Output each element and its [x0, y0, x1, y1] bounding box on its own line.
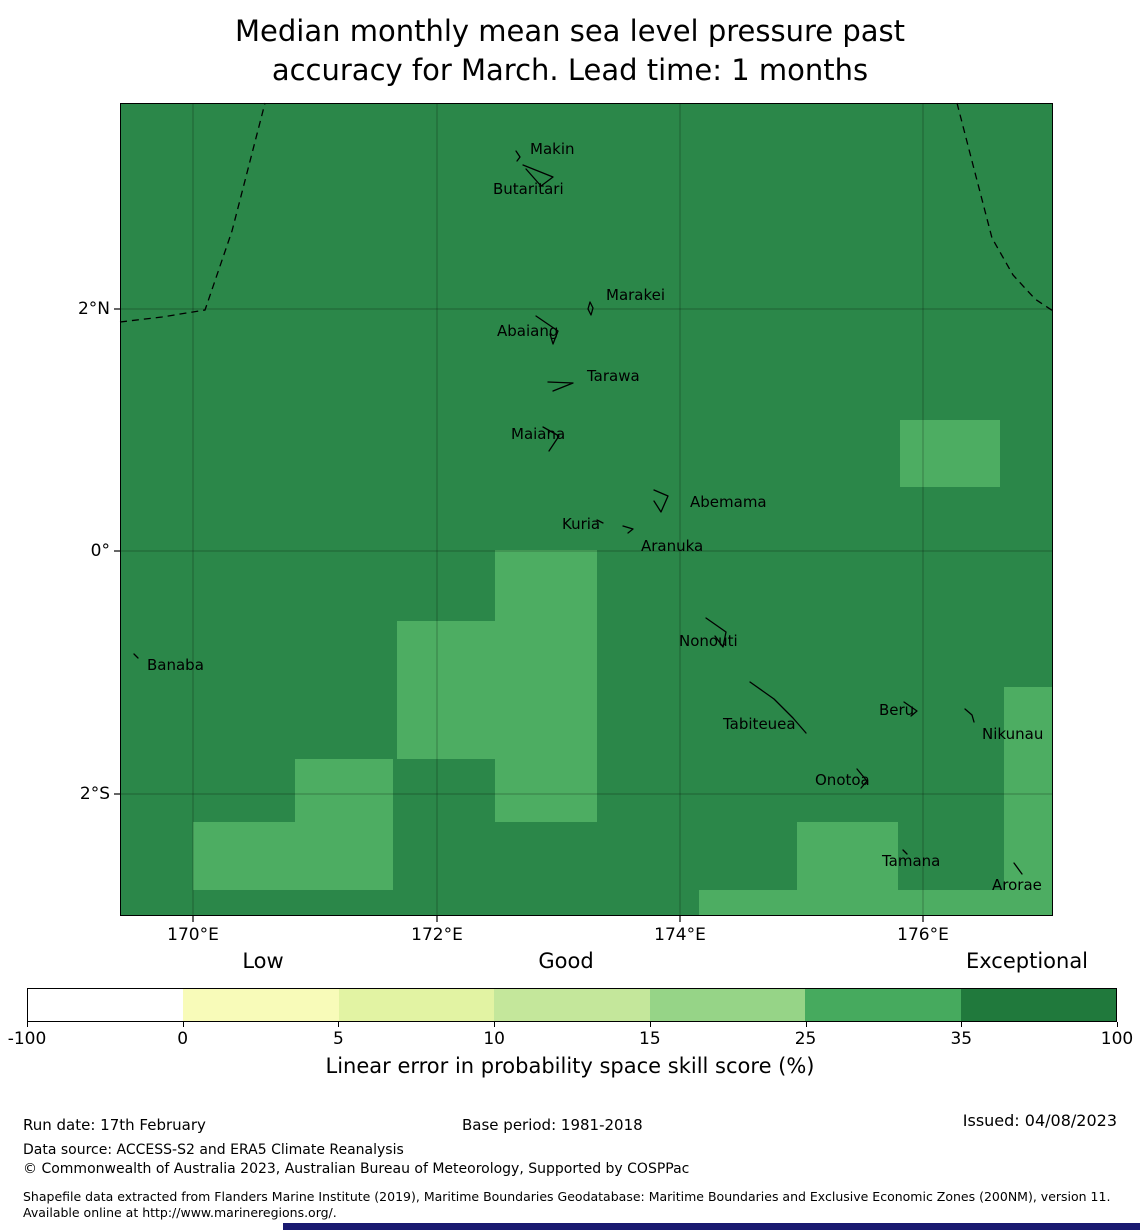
skill-score-patch [295, 759, 393, 822]
y-tick-label: 0° [90, 541, 110, 561]
island-shape-tamana [902, 849, 908, 855]
island-shape-nonouti [705, 617, 727, 648]
island-shape-abemama [653, 489, 669, 513]
island-label-nonouti: Nonouti [679, 632, 738, 650]
island-label-arorae: Arorae [992, 876, 1042, 894]
colorbar-tick-label: 5 [333, 1029, 344, 1049]
colorbar-segment [183, 989, 339, 1021]
legend-label-good: Good [538, 949, 594, 973]
colorbar-tickmark [27, 1022, 28, 1027]
island-shape-butaritari [522, 164, 554, 187]
island-shape-arorae [1013, 862, 1023, 875]
island-label-nikunau: Nikunau [982, 725, 1043, 743]
legend-label-low: Low [242, 949, 284, 973]
island-shape-aranuka [622, 525, 634, 534]
y-tick-label: 2°S [79, 784, 110, 804]
island-label-maiana: Maiana [511, 425, 565, 443]
eez-boundary-line [119, 102, 266, 323]
legend-label-exceptional: Exceptional [965, 949, 1089, 973]
island-shape-kuria [596, 519, 604, 524]
colorbar-tick-label: 10 [483, 1029, 505, 1049]
chart-title-line-2: accuracy for March. Lead time: 1 months [271, 53, 869, 87]
colorbar-tickmark [805, 1022, 807, 1027]
island-label-aranuka: Aranuka [641, 537, 703, 555]
map-border [120, 103, 1053, 916]
island-label-makin: Makin [530, 140, 575, 158]
island-label-beru: Beru [879, 701, 914, 719]
island-shape-tabiteuea [749, 681, 807, 734]
issued-date-text: Issued: 04/08/2023 [962, 1111, 1117, 1130]
colorbar-segment [649, 989, 806, 1021]
island-label-abemama: Abemama [690, 493, 767, 511]
island-label-kuria: Kuria [562, 515, 600, 533]
island-shape-tarawa [547, 381, 574, 392]
island-shape-nikunau [964, 708, 975, 723]
colorbar-segment [338, 989, 495, 1021]
island-shape-abaiang [535, 315, 559, 345]
shapefile-attribution-text: Shapefile data extracted from Flanders M… [23, 1189, 1111, 1220]
colorbar-segment [805, 989, 961, 1021]
map-plot: Makin Butaritari Marakei Abaiang Tarawa Maian… [78, 102, 1054, 945]
colorbar-label: Linear error in probability space skill … [325, 1054, 815, 1078]
island-shape-banaba [133, 653, 139, 659]
x-tick-label: 174°E [654, 925, 706, 945]
skill-score-patch [495, 759, 597, 822]
skill-score-patch [495, 550, 597, 621]
island-label-abaiang: Abaiang [497, 322, 558, 340]
skill-score-patch [797, 822, 898, 890]
base-period-text: Base period: 1981-2018 [462, 1116, 643, 1134]
island-shape-marakei [587, 301, 594, 316]
y-tick-label: 2°N [77, 299, 110, 319]
colorbar-tickmark [1117, 1022, 1118, 1027]
data-source-text: Data source: ACCESS-S2 and ERA5 Climate … [23, 1142, 404, 1158]
bottom-accent-bar [283, 1223, 1140, 1230]
chart-title-line-1: Median monthly mean sea level pressure p… [235, 14, 905, 48]
colorbar-tickmark [182, 1022, 184, 1027]
colorbar [27, 988, 1117, 1022]
island-label-marakei: Marakei [606, 286, 665, 304]
skill-score-patch [193, 822, 393, 890]
colorbar-tick-label: 35 [950, 1029, 973, 1049]
island-label-tarawa: Tarawa [586, 367, 640, 385]
colorbar-tickmark [494, 1022, 496, 1027]
island-label-onotoa: Onotoa [815, 771, 870, 789]
colorbar-segment [960, 989, 1116, 1021]
map-canvas: Makin Butaritari Marakei Abaiang Tarawa Maian… [114, 102, 1054, 922]
colorbar-tickmark [961, 1022, 963, 1027]
colorbar-ticks: -100 0 5 10 15 25 35 100 [8, 1022, 1133, 1054]
colorbar-tick-label: 100 [1100, 1029, 1134, 1049]
island-label-banaba: Banaba [147, 656, 204, 674]
colorbar-tick-label: 25 [794, 1029, 817, 1049]
colorbar-tick-label: 0 [177, 1029, 189, 1049]
colorbar-tick-label: -100 [7, 1029, 47, 1049]
island-shape-makin [515, 150, 521, 162]
x-tick-label: 172°E [411, 925, 463, 945]
colorbar-tickmark [338, 1022, 340, 1027]
island-label-tabiteuea: Tabiteuea [722, 715, 796, 733]
legend-qualitative-row: Low Good Exceptional [27, 949, 1117, 977]
skill-score-patch [900, 420, 1000, 487]
x-tick-label: 176°E [897, 925, 949, 945]
copyright-text: © Commonwealth of Australia 2023, Austra… [23, 1161, 690, 1177]
x-tick-label: 170°E [167, 925, 219, 945]
island-shape-maiana [542, 426, 560, 452]
island-label-butaritari: Butaritari [493, 180, 564, 198]
skill-score-patch [1004, 687, 1053, 916]
chart-title: Median monthly mean sea level pressure p… [0, 12, 1140, 90]
island-label-tamana: Tamana [881, 852, 940, 870]
skill-score-patch [699, 890, 1053, 916]
eez-boundary-line [956, 102, 1054, 312]
colorbar-segment [494, 989, 650, 1021]
island-shape-beru [903, 701, 918, 717]
run-date-text: Run date: 17th February [23, 1116, 206, 1134]
colorbar-tickmark [649, 1022, 651, 1027]
colorbar-tick-label: 15 [639, 1029, 661, 1049]
skill-score-patch [397, 621, 597, 759]
island-shape-onotoa [856, 768, 868, 789]
colorbar-segment [28, 989, 184, 1021]
